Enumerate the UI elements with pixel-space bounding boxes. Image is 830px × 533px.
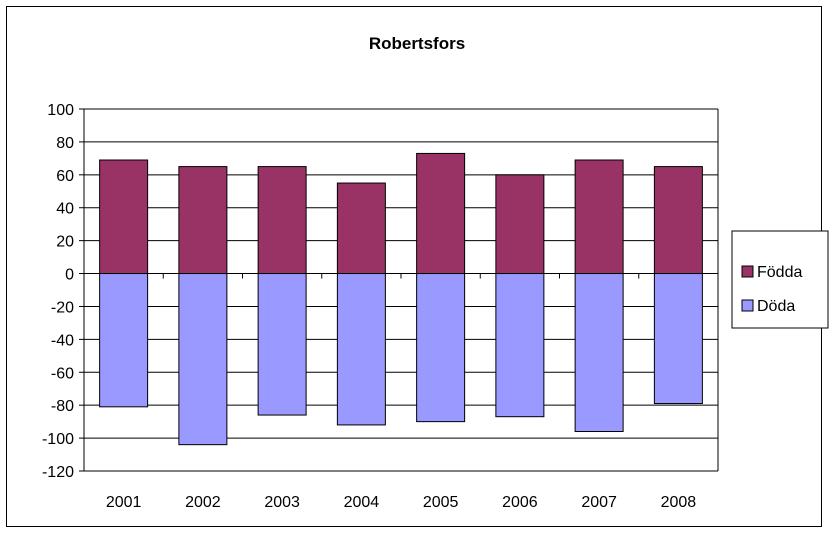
bar-fodda bbox=[416, 152, 466, 275]
y-tick-label: 20 bbox=[56, 234, 74, 251]
x-tick-label: 2001 bbox=[106, 494, 142, 511]
y-tick-label: -120 bbox=[42, 464, 74, 481]
bar-doda bbox=[257, 273, 307, 416]
bar-fodda bbox=[574, 159, 624, 275]
x-tick-label: 2008 bbox=[661, 494, 697, 511]
chart-title: Robertsfors bbox=[369, 34, 465, 53]
bar-doda bbox=[416, 273, 466, 423]
bar-doda bbox=[574, 273, 624, 433]
y-tick-label: 60 bbox=[56, 168, 74, 185]
bar-fodda bbox=[99, 159, 149, 275]
legend-box bbox=[731, 230, 829, 329]
bar-fodda bbox=[178, 166, 228, 275]
x-tick-label: 2005 bbox=[423, 494, 459, 511]
bar-doda bbox=[495, 273, 545, 418]
legend-swatch-fodda bbox=[741, 265, 754, 278]
x-tick-label: 2002 bbox=[185, 494, 221, 511]
y-tick-label: -80 bbox=[51, 398, 74, 415]
bar-fodda bbox=[257, 166, 307, 275]
x-tick-label: 2004 bbox=[344, 494, 380, 511]
axis-layer: 100 80 60 40 20 0 -20 -40 -60 -80 -100 -120 2001 2002… bbox=[42, 102, 719, 511]
x-tick-label: 2003 bbox=[264, 494, 300, 511]
bar-doda bbox=[336, 273, 386, 426]
bar-fodda bbox=[336, 182, 386, 275]
legend: Födda Döda bbox=[731, 230, 829, 329]
bar-fodda bbox=[495, 174, 545, 275]
bars-layer bbox=[99, 152, 703, 446]
y-tick-label: 100 bbox=[47, 102, 74, 119]
legend-label-doda: Döda bbox=[757, 298, 795, 315]
legend-swatch-doda bbox=[741, 299, 754, 312]
y-tick-label: -20 bbox=[51, 299, 74, 316]
y-tick-label: -60 bbox=[51, 365, 74, 382]
y-tick-label: 40 bbox=[56, 201, 74, 218]
y-tick-label: -40 bbox=[51, 332, 74, 349]
bar-fodda bbox=[653, 166, 703, 275]
bar-doda bbox=[653, 273, 703, 405]
bar-doda bbox=[178, 273, 228, 446]
y-tick-label: 0 bbox=[65, 267, 74, 284]
legend-label-fodda: Födda bbox=[757, 264, 802, 281]
y-tick-label: -100 bbox=[42, 431, 74, 448]
x-tick-label: 2007 bbox=[581, 494, 617, 511]
bar-doda bbox=[99, 273, 149, 408]
y-tick-label: 80 bbox=[56, 135, 74, 152]
x-tick-label: 2006 bbox=[502, 494, 538, 511]
